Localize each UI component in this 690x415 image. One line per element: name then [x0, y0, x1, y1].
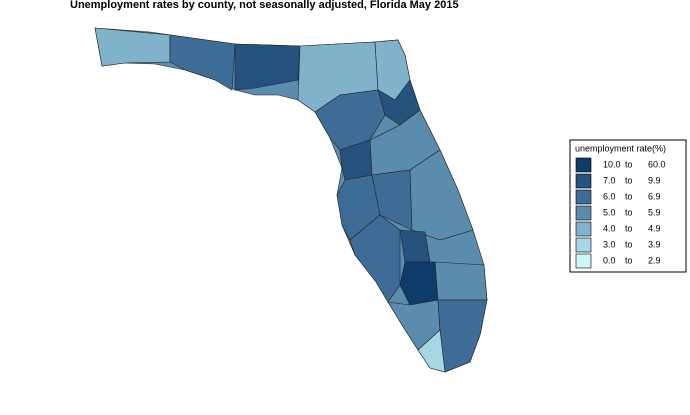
county-region: [399, 229, 431, 263]
county-region: [314, 89, 386, 151]
legend-high: 60.0: [648, 159, 666, 169]
legend-high: 9.9: [648, 175, 661, 185]
legend-high: 3.9: [648, 239, 661, 249]
county-region: [409, 149, 474, 241]
legend-sep: to: [625, 175, 633, 185]
legend-low: 0.0: [603, 255, 616, 265]
legend-low: 10.0: [603, 159, 621, 169]
legend-sep: to: [625, 239, 633, 249]
legend-swatch: [575, 157, 592, 173]
county-region: [169, 34, 236, 91]
legend-sep: to: [625, 207, 633, 217]
legend-swatch: [575, 253, 592, 269]
legend-swatch: [575, 237, 592, 253]
legend-low: 4.0: [603, 223, 616, 233]
legend-low: 5.0: [603, 207, 616, 217]
legend-swatch: [575, 205, 592, 221]
florida-map: [94, 27, 488, 373]
legend-swatch: [575, 189, 592, 205]
legend-low: 6.0: [603, 191, 616, 201]
legend-title: unemployment rate(%): [575, 143, 666, 153]
legend-sep: to: [625, 191, 633, 201]
county-region: [349, 214, 401, 303]
legend-high: 2.9: [648, 255, 661, 265]
legend-sep: to: [625, 223, 633, 233]
map-title: Unemployment rates by county, not season…: [70, 0, 459, 11]
legend-high: 4.9: [648, 223, 661, 233]
legend-high: 5.9: [648, 207, 661, 217]
county-region: [94, 27, 171, 67]
legend-swatch: [575, 221, 592, 237]
county-region: [437, 299, 488, 373]
legend-low: 7.0: [603, 175, 616, 185]
legend-low: 3.0: [603, 239, 616, 249]
legend-high: 6.9: [648, 191, 661, 201]
legend-swatch: [575, 173, 592, 189]
county-region: [434, 261, 488, 301]
legend-sep: to: [625, 159, 633, 169]
county-region: [417, 329, 446, 373]
legend-sep: to: [625, 255, 633, 265]
county-region: [234, 43, 301, 91]
